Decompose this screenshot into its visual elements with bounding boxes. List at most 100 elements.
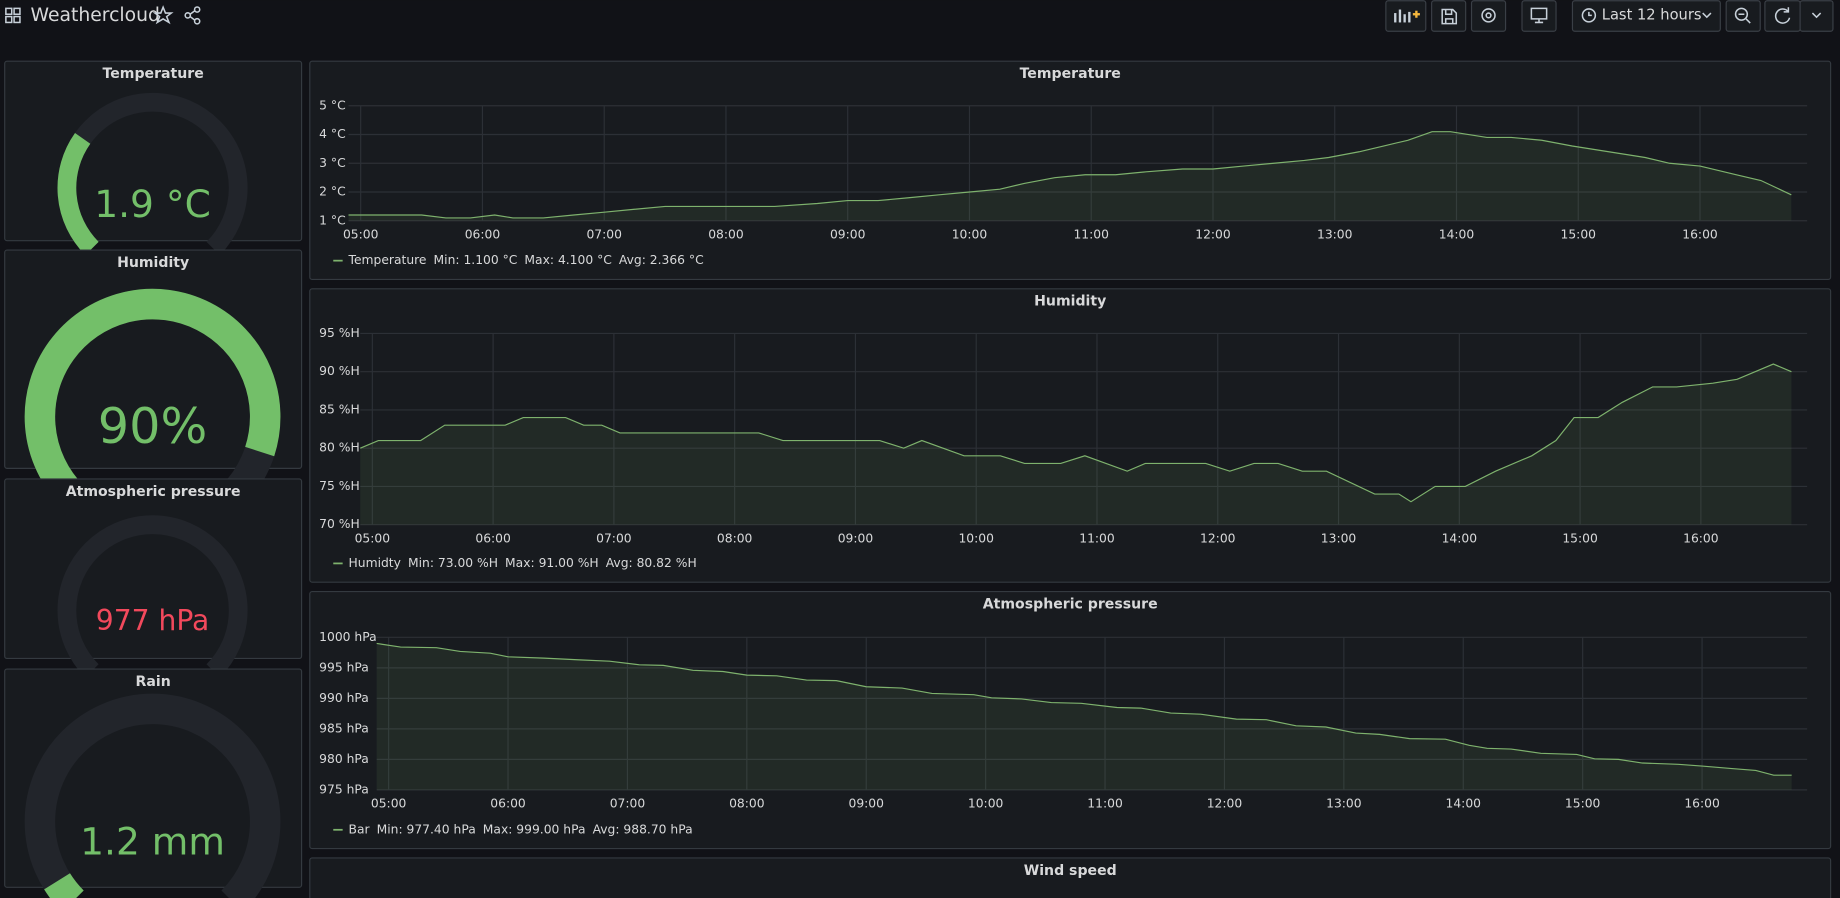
graph-panel: [309, 590, 1832, 850]
legend-stat: Avg: 2.366 °C: [619, 253, 704, 267]
time-picker[interactable]: [1571, 0, 1721, 32]
x-tick-label: 05:00: [355, 531, 391, 545]
graph-panel: [309, 288, 1832, 583]
legend-stat: Min: 73.00 %H: [408, 556, 498, 570]
x-tick-label: 15:00: [1562, 531, 1598, 545]
graph-title: Humidity: [1034, 294, 1106, 310]
x-tick-label: 07:00: [586, 227, 622, 241]
x-tick-label: 10:00: [968, 796, 1004, 810]
x-tick-label: 10:00: [958, 531, 994, 545]
gauge-panel: [4, 478, 303, 660]
gauge-title: Atmospheric pressure: [66, 484, 241, 500]
series-area: [360, 364, 1792, 525]
gauge-panel: [4, 249, 303, 469]
x-tick-label: 06:00: [475, 531, 511, 545]
series-line: [376, 642, 1792, 776]
gauge-value-arc: [24, 288, 281, 508]
y-tick-label: 1 °C: [319, 213, 346, 227]
y-tick-label: 95 %H: [319, 326, 360, 340]
save-button[interactable]: [1431, 0, 1467, 32]
y-tick-label: 995 hPa: [319, 660, 369, 674]
legend-stat: Avg: 80.82 %H: [606, 556, 697, 570]
gauge-title: Rain: [136, 674, 171, 690]
refresh-caret: [1811, 12, 1822, 19]
x-tick-label: 14:00: [1442, 531, 1478, 545]
refresh-icon: [1774, 7, 1791, 24]
legend-stat: Max: 999.00 hPa: [483, 822, 586, 836]
settings-icon: [1481, 8, 1496, 23]
graph-title: Atmospheric pressure: [983, 596, 1158, 612]
gauge-value: 1.9 °C: [94, 182, 211, 226]
y-tick-label: 80 %H: [319, 441, 360, 455]
x-tick-label: 07:00: [610, 796, 646, 810]
y-tick-label: 1000 hPa: [319, 630, 376, 644]
legend-name: Bar: [349, 822, 371, 836]
x-tick-label: 12:00: [1207, 796, 1243, 810]
x-tick-label: 06:00: [465, 227, 501, 241]
y-tick-label: 975 hPa: [319, 782, 369, 796]
clock-icon: [1581, 8, 1597, 23]
legend-stat: Max: 91.00 %H: [505, 556, 599, 570]
time-picker-caret: [1702, 12, 1712, 19]
legend-stat: Avg: 988.70 hPa: [593, 822, 693, 836]
refresh-interval-button[interactable]: [1799, 0, 1834, 32]
share-icon[interactable]: [184, 6, 201, 25]
zoom-out-icon: [1734, 7, 1751, 24]
gauge-title: Temperature: [103, 66, 204, 82]
x-tick-label: 05:00: [343, 227, 379, 241]
x-tick-label: 07:00: [596, 531, 632, 545]
legend-name: Temperature: [348, 253, 427, 267]
x-tick-label: 13:00: [1326, 796, 1362, 810]
x-tick-label: 11:00: [1087, 796, 1123, 810]
legend-stat: Max: 4.100 °C: [524, 253, 611, 267]
dashboard-icon[interactable]: [5, 7, 21, 24]
y-tick-label: 5 °C: [319, 98, 346, 112]
gauge-value-arc: [44, 872, 84, 898]
y-tick-label: 75 %H: [319, 479, 360, 493]
graph-title: Wind speed: [1024, 863, 1117, 879]
x-tick-label: 11:00: [1073, 227, 1109, 241]
x-tick-label: 13:00: [1321, 531, 1357, 545]
y-tick-label: 70 %H: [319, 517, 360, 531]
y-tick-label: 985 hPa: [319, 721, 369, 735]
gauge-value: 1.2 mm: [80, 819, 225, 863]
zoom-out-button[interactable]: [1725, 0, 1761, 32]
x-tick-label: 09:00: [830, 227, 866, 241]
gauge-value: 977 hPa: [96, 604, 210, 637]
star-icon[interactable]: [152, 5, 174, 25]
refresh-button[interactable]: [1764, 0, 1801, 32]
x-tick-label: 13:00: [1317, 227, 1353, 241]
graph-title: Temperature: [1020, 66, 1121, 82]
settings-button[interactable]: [1470, 0, 1507, 32]
tv-mode-button[interactable]: [1521, 0, 1557, 32]
gauge-panel: [4, 60, 303, 242]
y-tick-label: 980 hPa: [319, 752, 369, 766]
y-tick-label: 990 hPa: [319, 691, 369, 705]
legend-stat: Min: 1.100 °C: [434, 253, 518, 267]
y-tick-label: 3 °C: [319, 156, 346, 170]
x-tick-label: 16:00: [1684, 796, 1720, 810]
x-tick-label: 10:00: [952, 227, 988, 241]
y-tick-label: 90 %H: [319, 364, 360, 378]
x-tick-label: 08:00: [708, 227, 744, 241]
x-tick-label: 08:00: [717, 531, 753, 545]
x-tick-label: 16:00: [1682, 227, 1718, 241]
x-tick-label: 09:00: [848, 796, 884, 810]
x-tick-label: 08:00: [729, 796, 765, 810]
y-tick-label: 2 °C: [319, 185, 346, 199]
time-range: Last 12 hours: [1602, 6, 1702, 23]
dashboard-title[interactable]: Weathercloud: [31, 5, 160, 26]
x-tick-label: 12:00: [1195, 227, 1231, 241]
tv-icon: [1530, 7, 1548, 24]
legend-stat: Min: 977.40 hPa: [377, 822, 476, 836]
graph-panel: [309, 60, 1832, 281]
x-tick-label: 12:00: [1200, 531, 1236, 545]
x-tick-label: 14:00: [1446, 796, 1482, 810]
gauge-value: 90%: [98, 397, 208, 455]
x-tick-label: 15:00: [1561, 227, 1597, 241]
x-tick-label: 15:00: [1565, 796, 1601, 810]
x-tick-label: 09:00: [838, 531, 874, 545]
x-tick-label: 05:00: [371, 796, 407, 810]
